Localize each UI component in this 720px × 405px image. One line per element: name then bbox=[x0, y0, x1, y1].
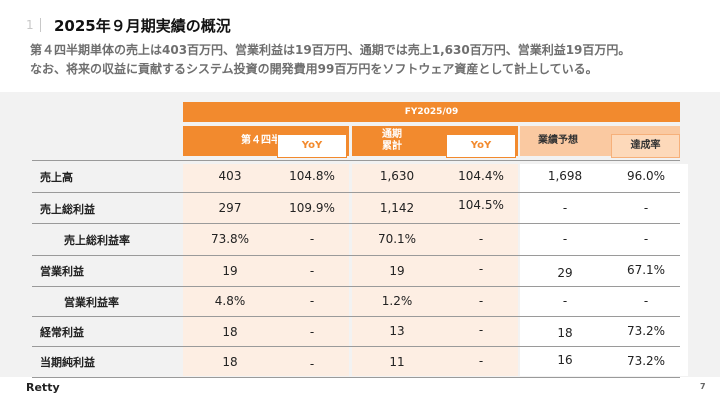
section-number: 1 bbox=[26, 18, 34, 32]
cell-forecast: - bbox=[562, 232, 568, 246]
row-divider bbox=[32, 223, 680, 224]
column-header-achievement-label: 達成率 bbox=[630, 140, 661, 151]
cell-ytd: 1,630 bbox=[379, 169, 415, 183]
cell-forecast: 1,698 bbox=[547, 169, 583, 183]
row-label: 売上総利益率 bbox=[64, 234, 130, 247]
column-header-q4-yoy-label: YoY bbox=[301, 140, 323, 151]
cell-ytd-yoy: - bbox=[478, 354, 484, 368]
column-header-ytd-yoy-label: YoY bbox=[470, 140, 492, 151]
cell-achievement: - bbox=[643, 232, 649, 246]
column-header-forecast-label: 業績予想 bbox=[538, 135, 578, 146]
brand-logo: Retty bbox=[26, 381, 60, 394]
cell-achievement: 73.2% bbox=[626, 324, 666, 338]
summary-line: 第４四半期単体の売上は403百万円、営業利益は19百万円、通期では売上1,630… bbox=[30, 43, 631, 57]
cell-ytd: 1.2% bbox=[381, 294, 413, 308]
cell-q4-yoy: 109.9% bbox=[289, 201, 335, 215]
cell-q4: 73.8% bbox=[210, 232, 250, 246]
cell-q4: 18 bbox=[222, 355, 238, 369]
row-divider bbox=[32, 286, 680, 287]
column-header-ytd-label: 通期 累計 bbox=[382, 129, 402, 152]
forecast-column-shade bbox=[520, 164, 688, 376]
cell-ytd: 11 bbox=[389, 355, 405, 369]
cell-ytd-yoy: 104.5% bbox=[458, 198, 504, 212]
column-header-ytd-yoy: YoY bbox=[446, 134, 516, 158]
cell-achievement: 96.0% bbox=[626, 169, 666, 183]
cell-ytd-yoy: 104.4% bbox=[458, 169, 504, 183]
row-label: 営業利益 bbox=[40, 265, 84, 278]
row-divider bbox=[32, 346, 680, 347]
cell-forecast: - bbox=[562, 201, 568, 215]
page-number: 7 bbox=[700, 382, 706, 391]
cell-ytd-yoy: - bbox=[478, 232, 484, 246]
cell-ytd-yoy: - bbox=[478, 294, 484, 308]
cell-ytd-yoy: - bbox=[478, 262, 484, 276]
cell-q4-yoy: - bbox=[309, 294, 315, 308]
ytd-column-shade bbox=[352, 164, 518, 376]
cell-q4-yoy: - bbox=[309, 232, 315, 246]
cell-q4: 403 bbox=[218, 169, 242, 183]
cell-ytd-yoy: - bbox=[478, 323, 484, 337]
cell-q4: 18 bbox=[222, 325, 238, 339]
cell-achievement: 73.2% bbox=[626, 354, 666, 368]
cell-forecast: 16 bbox=[557, 353, 573, 367]
cell-ytd: 19 bbox=[389, 264, 405, 278]
cell-q4-yoy: - bbox=[309, 264, 315, 278]
row-divider bbox=[32, 316, 680, 317]
summary-text: 第４四半期単体の売上は403百万円、営業利益は19百万円、通期では売上1,630… bbox=[30, 41, 700, 79]
cell-q4-yoy: - bbox=[309, 357, 315, 371]
cell-forecast: 18 bbox=[557, 326, 573, 340]
cell-ytd: 70.1% bbox=[377, 232, 417, 246]
row-divider bbox=[32, 160, 680, 161]
slide-header: 1 2025年９月期実績の概況 第４四半期単体の売上は403百万円、営業利益は1… bbox=[0, 0, 720, 92]
column-header-q4-label: 第４四半期 bbox=[241, 135, 291, 146]
cell-q4-yoy: - bbox=[309, 325, 315, 339]
cell-q4: 19 bbox=[222, 264, 238, 278]
row-label: 営業利益率 bbox=[64, 296, 119, 309]
row-label: 当期純利益 bbox=[40, 356, 95, 369]
cell-achievement: 67.1% bbox=[626, 263, 666, 277]
column-header-achievement: 達成率 bbox=[611, 134, 680, 158]
column-header-q4-yoy: YoY bbox=[277, 134, 347, 158]
cell-forecast: 29 bbox=[557, 266, 573, 280]
row-divider bbox=[32, 255, 680, 256]
cell-q4: 297 bbox=[218, 201, 242, 215]
summary-line: なお、将来の収益に貢献するシステム投資の開発費用99百万円をソフトウェア資産とし… bbox=[30, 62, 598, 76]
row-label: 売上総利益 bbox=[40, 203, 95, 216]
page-title: 2025年９月期実績の概況 bbox=[54, 17, 231, 35]
row-label: 経常利益 bbox=[40, 326, 84, 339]
cell-ytd: 1,142 bbox=[379, 201, 415, 215]
period-header: FY2025/09 bbox=[183, 102, 680, 122]
section-divider bbox=[40, 18, 41, 32]
cell-achievement: - bbox=[643, 294, 649, 308]
row-label: 売上高 bbox=[40, 171, 73, 184]
cell-achievement: - bbox=[643, 201, 649, 215]
row-divider bbox=[32, 377, 680, 378]
q4-column-shade bbox=[183, 164, 349, 376]
cell-q4-yoy: 104.8% bbox=[289, 169, 335, 183]
cell-q4: 4.8% bbox=[214, 294, 246, 308]
cell-forecast: - bbox=[562, 294, 568, 308]
cell-ytd: 13 bbox=[389, 324, 405, 338]
row-divider bbox=[32, 192, 680, 193]
